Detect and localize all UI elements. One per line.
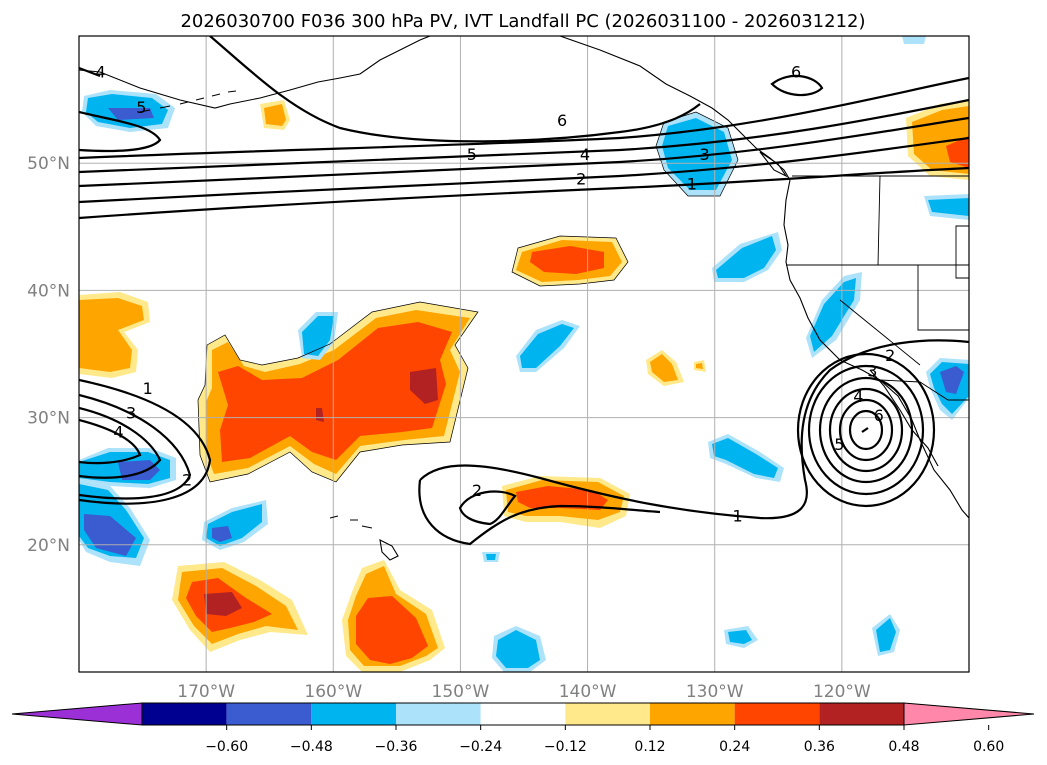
pv-contour-label: 5 xyxy=(834,435,844,454)
lat-tick-label: 20°N xyxy=(27,536,70,556)
alaska-coast xyxy=(79,36,431,109)
pv-contour-jet-1 xyxy=(79,166,969,220)
pv-contour-low-ring-6 xyxy=(848,409,884,451)
pv-contour-subtropical-2 xyxy=(79,393,192,500)
pv-contour-label: 3 xyxy=(699,145,709,164)
lon-tick-label: 120°W xyxy=(813,682,871,702)
pv-contour-label: 1 xyxy=(143,379,153,398)
pv-contour-small-2 xyxy=(458,490,517,526)
colorbar-tick-label: −0.24 xyxy=(459,739,502,755)
us-state-borders xyxy=(786,175,969,366)
lat-tick-label: 40°N xyxy=(27,281,70,301)
pv-contour-low-ring-1 xyxy=(796,352,936,508)
anomaly-positive-mid-ocean xyxy=(260,100,706,528)
anomaly-positive-south xyxy=(342,560,445,672)
pv-contour-label: 3 xyxy=(867,361,877,380)
pv-contour-label: 4 xyxy=(580,145,590,164)
pv-contour-label: 2 xyxy=(576,169,586,188)
lat-tick-label: 50°N xyxy=(27,154,70,174)
map-title: 2026030700 F036 300 hPa PV, IVT Landfall… xyxy=(180,11,865,32)
pv-contour-cutoff-return xyxy=(418,479,661,546)
colorbar-tick-label: 0.36 xyxy=(804,739,835,755)
pv-contour-subtropical-4 xyxy=(79,418,142,465)
colorbar-frame xyxy=(141,702,905,726)
pv-contour-high-6 xyxy=(770,74,824,97)
colorbar-segment xyxy=(734,703,820,725)
lon-tick-label: 150°W xyxy=(432,682,490,702)
colorbar: −0.60 −0.48 −0.36 −0.24 −0.12 0.12 0.24 0.36 0.4… xyxy=(11,702,1035,755)
pv-contour-low-ring-3 xyxy=(818,376,914,484)
pv-contour-low-ring-5 xyxy=(838,398,894,462)
pv-contour-jet-2 xyxy=(79,136,969,204)
colorbar-segment xyxy=(480,703,566,725)
pv-contour-label: 5 xyxy=(467,145,477,164)
pv-contour-label: 4 xyxy=(113,422,123,441)
colorbar-tick-label: 0.12 xyxy=(634,739,665,755)
lon-tick-label: 130°W xyxy=(686,682,744,702)
anomaly-positive-central-plume xyxy=(198,302,478,482)
pv-contour-label: 5 xyxy=(136,98,146,117)
map-frame xyxy=(78,35,970,673)
pv-contour-jet-4 xyxy=(79,98,969,174)
pv-contour-label: 2 xyxy=(885,346,895,365)
pv-contour-cutoff-outer xyxy=(419,339,969,520)
colorbar-segment xyxy=(819,703,904,725)
colorbar-tick-label: 0.48 xyxy=(888,739,919,755)
pv-contour-label: 6 xyxy=(791,62,801,81)
pv-contour-label: 2 xyxy=(472,481,482,500)
colorbar-tick-label: −0.48 xyxy=(290,739,333,755)
pv-contour-jet-5 xyxy=(79,76,969,160)
pv-contour-label: 6 xyxy=(557,111,567,130)
us-mexico-border xyxy=(879,379,969,401)
hawaii-islands xyxy=(329,515,399,561)
colorbar-segment xyxy=(226,703,312,725)
pv-contour-label: 1 xyxy=(733,506,743,525)
lat-tick-label: 30°N xyxy=(27,409,70,429)
lon-tick-label: 140°W xyxy=(559,682,617,702)
baja-california xyxy=(869,369,939,467)
colorbar-extend-low xyxy=(11,702,143,726)
colorbar-extend-high xyxy=(903,702,1035,726)
pv-contour-label: 4 xyxy=(96,62,106,81)
pv-contour-subtropical-1 xyxy=(79,378,212,505)
pv-contours xyxy=(79,36,969,546)
pv-contour-label: 6 xyxy=(874,406,884,425)
colorbar-segment xyxy=(565,703,650,725)
colorbar-segment xyxy=(396,703,481,725)
pv-contour-low-ring-2 xyxy=(807,364,925,496)
colorbar-tick-label: 0.60 xyxy=(973,739,1004,755)
pv-contour-label: 2 xyxy=(182,471,192,490)
lon-tick-label: 160°W xyxy=(304,682,362,702)
colorbar-tick-label: 0.24 xyxy=(719,739,750,755)
axis-tick-labels: 170°W 160°W 150°W 140°W 130°W 120°W 20°N 30°N 40… xyxy=(27,154,871,702)
pv-contour-jet-3 xyxy=(79,116,969,188)
pv-contour-label: 1 xyxy=(687,174,697,193)
colorbar-tick-label: −0.12 xyxy=(544,739,587,755)
anomaly-positive-west-edge xyxy=(79,292,150,378)
lon-tick-label: 170°W xyxy=(177,682,235,702)
pv-contour-northwest xyxy=(79,110,162,153)
colorbar-segment xyxy=(650,703,735,725)
aleutian-islands xyxy=(139,90,237,113)
pv-contour-subtropical-3 xyxy=(79,406,162,479)
pv-contour-label: 3 xyxy=(126,403,136,422)
pv-contour-low-ring-4 xyxy=(828,387,904,473)
pv-contour-northwest-4 xyxy=(79,66,101,78)
pv-contour-label: 4 xyxy=(853,387,863,406)
colorbar-tick-label: −0.60 xyxy=(205,739,248,755)
colorbar-tick-label: −0.36 xyxy=(375,739,418,755)
colorbar-segment xyxy=(142,703,227,725)
colorbar-segment xyxy=(311,703,396,725)
pv-contour-low-center xyxy=(861,427,869,433)
pv-contour-north-6 xyxy=(209,36,701,143)
